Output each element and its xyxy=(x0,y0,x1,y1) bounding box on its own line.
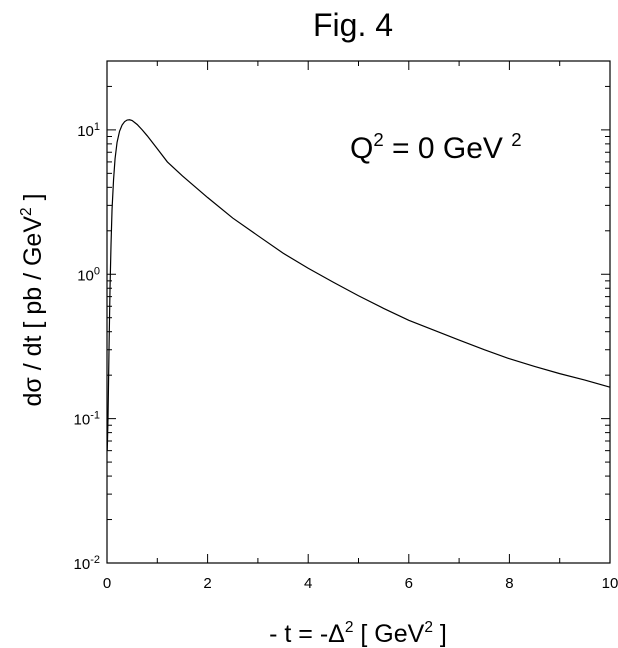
annotation-q2: Q2 = 0 GeV 2 xyxy=(350,129,522,165)
y-tick-label-exponent: -1 xyxy=(90,410,100,422)
y-tick-label-base: 10 xyxy=(77,267,94,284)
y-tick-label-base: 10 xyxy=(74,412,91,429)
y-tick-label-exponent: 0 xyxy=(94,265,100,277)
figure-title: Fig. 4 xyxy=(313,7,393,43)
y-axis-title-close: ] xyxy=(19,193,47,207)
x-tick-label: 4 xyxy=(304,575,312,592)
x-tick-label: 6 xyxy=(405,575,413,592)
y-tick-label-base: 10 xyxy=(74,556,91,573)
y-tick-label-exponent: -2 xyxy=(90,554,100,566)
axis-ticks xyxy=(106,60,611,564)
y-tick-label-exponent: 1 xyxy=(94,121,100,133)
x-axis-title-sup: 2 xyxy=(345,619,354,636)
y-tick-label: 101 xyxy=(77,121,100,140)
annotation-rest-sup: 2 xyxy=(511,129,521,150)
x-tick-label: 0 xyxy=(103,575,111,592)
y-axis-title: dσ / dt [ pb / GeV2 ] xyxy=(18,193,47,406)
x-axis-title-close: ] xyxy=(433,620,447,648)
y-axis-title-main: dσ / dt [ pb / GeV xyxy=(19,216,47,407)
x-axis-title-unit: [ GeV xyxy=(353,620,424,648)
y-tick-label: 10-2 xyxy=(74,554,100,573)
y-tick-label: 10-1 xyxy=(74,410,100,429)
annotation-q-sup: 2 xyxy=(373,129,383,150)
x-axis-title-main: - t = -Δ xyxy=(269,620,345,648)
y-tick-label: 100 xyxy=(77,265,100,284)
series-line xyxy=(106,119,611,451)
annotation-q: Q xyxy=(350,132,373,165)
x-axis-title-unit-sup: 2 xyxy=(424,619,433,636)
y-tick-label-base: 10 xyxy=(77,123,94,140)
x-tick-label: 2 xyxy=(203,575,211,592)
x-tick-label: 10 xyxy=(602,575,618,592)
x-tick-label: 8 xyxy=(505,575,513,592)
annotation-rest: = 0 GeV xyxy=(384,132,512,165)
x-axis-title: - t = -Δ2 [ GeV2 ] xyxy=(269,619,447,648)
y-axis-title-sup: 2 xyxy=(18,207,35,216)
